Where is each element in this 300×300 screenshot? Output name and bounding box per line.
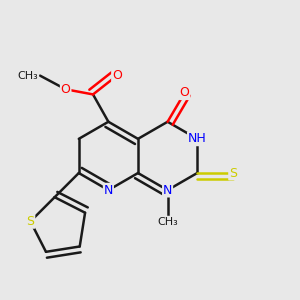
- Text: O: O: [112, 69, 122, 82]
- Text: NH: NH: [188, 132, 207, 146]
- Text: N: N: [104, 184, 113, 196]
- Text: CH₃: CH₃: [18, 70, 38, 81]
- Text: O: O: [61, 83, 70, 96]
- Text: N: N: [163, 184, 172, 196]
- Text: S: S: [229, 167, 237, 179]
- Text: S: S: [26, 215, 34, 228]
- Text: O: O: [180, 86, 190, 99]
- Text: CH₃: CH₃: [157, 217, 178, 226]
